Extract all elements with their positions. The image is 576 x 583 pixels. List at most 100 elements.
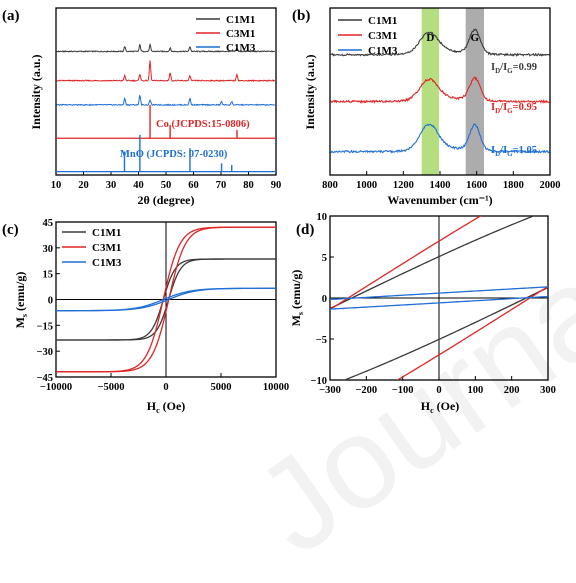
panel-c-series <box>55 226 277 373</box>
x-tick-label: 80 <box>243 180 254 191</box>
panel-c-xlabel: Hc (Oe) <box>147 399 186 415</box>
panel-d-xlabel: Hc (Oe) <box>421 399 460 415</box>
x-tick-label: 1600 <box>466 180 487 191</box>
xrd-line-C1M1 <box>56 42 276 53</box>
x-tick-label: −5000 <box>98 382 125 393</box>
y-tick-label: 15 <box>43 270 54 281</box>
x-tick-label: −10000 <box>40 382 72 393</box>
x-tick-label: 5000 <box>211 382 232 393</box>
y-tick-label: 10 <box>317 212 328 223</box>
x-tick-label: −200 <box>355 385 377 396</box>
x-tick-label: 2000 <box>540 180 561 191</box>
panel-a-references <box>56 104 276 173</box>
x-tick-label: −100 <box>392 385 414 396</box>
panel-b-ylabel: Intensity (a.u.) <box>303 54 317 129</box>
figure: (a) Intensity (a.u.) 2θ (degree) 10 20 30 4… <box>2 7 561 415</box>
x-tick-label: 50 <box>161 180 172 191</box>
xrd-line-C1M3 <box>56 94 276 107</box>
x-tick-label: 10000 <box>263 382 289 393</box>
legend-label-C1M3: C1M3 <box>368 45 398 57</box>
y-tick-label: −5 <box>316 335 327 346</box>
mh-zoom-up-C1M3 <box>330 295 548 310</box>
panel-d-letter: (d) <box>296 222 314 238</box>
panel-c-ticks: −10000 −5000 0 5000 10000 −45 −30 −15 0 15 30 45 <box>37 218 290 393</box>
x-tick-label: 0 <box>436 385 441 396</box>
x-tick-label: 800 <box>322 180 338 191</box>
x-tick-label: 10 <box>51 180 62 191</box>
panel-b: (b) Intensity (a.u.) Wavenumber (cm⁻¹) D… <box>292 7 561 207</box>
panel-a-mno-ref-label: MnO (JCPDS: 07-0230) <box>120 149 228 160</box>
raman-line-C1M1 <box>330 28 551 57</box>
panel-c-legend: C1M1 C3M1 C1M3 <box>62 227 122 269</box>
panel-a-ticks: 10 20 30 40 50 60 70 80 90 <box>51 171 282 191</box>
y-tick-label: −10 <box>311 376 327 387</box>
panel-a-series <box>56 42 276 107</box>
panel-b-ticks: 800 1000 1200 1400 1600 1800 2000 <box>322 171 561 191</box>
y-tick-label: 5 <box>322 253 327 264</box>
panel-b-ratio-C1M1: ID/IG=0.99 <box>491 62 537 75</box>
y-tick-label: 30 <box>43 244 54 255</box>
y-tick-label: 0 <box>48 296 53 307</box>
y-tick-label: −15 <box>37 321 53 332</box>
panel-d-ticks: −300 −200 −100 0 100 200 300 −10 −5 0 5 10 <box>311 212 556 396</box>
legend-label-C1M1: C1M1 <box>226 14 255 26</box>
legend-label-C3M1: C3M1 <box>368 30 397 42</box>
mh-loop-down-C1M1 <box>56 258 276 341</box>
x-tick-label: 60 <box>188 180 199 191</box>
x-tick-label: 1000 <box>356 180 377 191</box>
panel-a-letter: (a) <box>2 8 20 24</box>
panel-c: (c) Ms (emu/g) Hc (Oe) −10000 −5000 0 5000 1… <box>2 218 289 415</box>
x-tick-label: 300 <box>540 385 556 396</box>
mh-loop-down-C3M1 <box>56 226 276 373</box>
mh-zoom-up-C3M1 <box>396 285 548 380</box>
mh-zoom-up-C1M1 <box>342 286 548 380</box>
legend-label-C1M3: C1M3 <box>226 42 256 54</box>
x-tick-label: 1200 <box>393 180 414 191</box>
x-tick-label: 20 <box>78 180 89 191</box>
legend-label-C3M1: C3M1 <box>226 28 255 40</box>
x-tick-label: 100 <box>467 385 483 396</box>
x-tick-label: 200 <box>504 385 520 396</box>
legend-label-C1M3: C1M3 <box>92 257 122 269</box>
mh-zoom-down-C1M3 <box>330 286 548 301</box>
y-tick-label: −45 <box>37 373 53 384</box>
y-tick-label: −30 <box>37 347 53 358</box>
panel-a-legend: C1M1 C3M1 C1M3 <box>196 14 256 54</box>
panel-b-D-label: D <box>426 32 434 44</box>
panel-b-D-band <box>421 8 440 175</box>
x-tick-label: −300 <box>319 385 341 396</box>
raman-line-C1M3 <box>329 123 551 154</box>
y-tick-label: 45 <box>43 218 54 229</box>
panel-b-legend: C1M1 C3M1 C1M3 <box>338 15 398 57</box>
x-tick-label: 1800 <box>503 180 524 191</box>
y-tick-label: 0 <box>322 294 327 305</box>
legend-label-C3M1: C3M1 <box>92 242 121 254</box>
legend-label-C1M1: C1M1 <box>92 227 121 239</box>
panel-a-xlabel: 2θ (degree) <box>137 193 194 207</box>
panel-b-G-label: G <box>471 32 480 44</box>
panel-a-ylabel: Intensity (a.u.) <box>29 54 43 129</box>
legend-label-C1M1: C1M1 <box>368 15 397 27</box>
panel-c-ylabel: Ms (emu/g) <box>13 272 29 329</box>
x-tick-label: 40 <box>133 180 144 191</box>
panel-c-letter: (c) <box>2 222 19 238</box>
panel-c-zero-axes <box>56 222 276 377</box>
xrd-line-C3M1 <box>56 60 276 83</box>
x-tick-label: 90 <box>271 180 282 191</box>
x-tick-label: 1400 <box>430 180 451 191</box>
raman-line-C3M1 <box>329 76 550 104</box>
panel-d-ylabel: Ms (emu/g) <box>289 270 305 327</box>
panel-d-series <box>330 216 548 380</box>
mh-loop-down-C1M3 <box>55 287 276 312</box>
panel-a-co-ref-label: Co (JCPDS:15-0806) <box>156 119 250 130</box>
x-tick-label: 70 <box>216 180 227 191</box>
panel-b-ratio-C3M1: ID/IG=0.95 <box>491 102 537 115</box>
panel-d: (d) Ms (emu/g) Hc (Oe) −300 −200 −100 0 100 2… <box>289 212 556 415</box>
mh-zoom-down-C3M1 <box>330 216 482 311</box>
x-tick-label: 30 <box>106 180 117 191</box>
panel-b-ratio-C1M3: ID/IG=1.05 <box>491 145 537 158</box>
panel-b-xlabel: Wavenumber (cm⁻¹) <box>387 193 492 207</box>
panel-a: (a) Intensity (a.u.) 2θ (degree) 10 20 30 4… <box>2 7 282 207</box>
mh-zoom-down-C1M1 <box>330 216 536 310</box>
panel-b-series <box>329 28 551 154</box>
